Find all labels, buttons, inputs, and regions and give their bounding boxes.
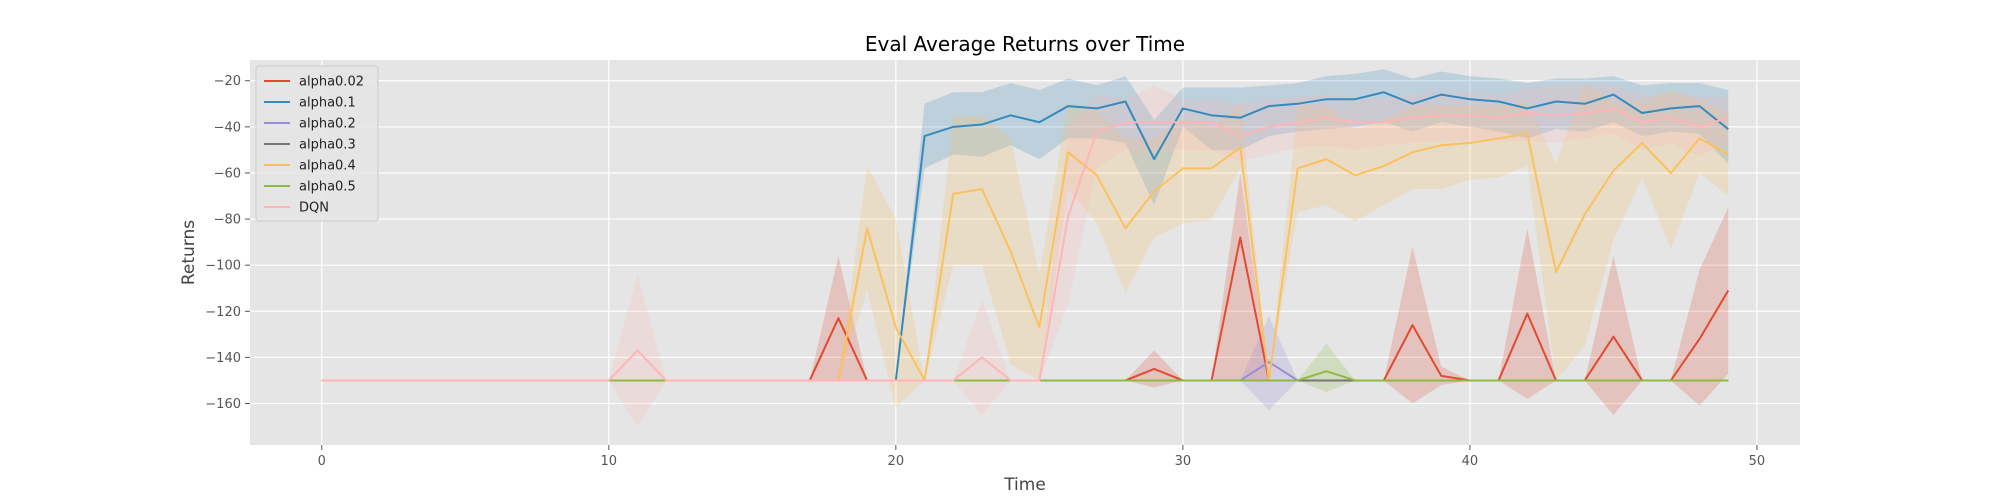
- x-tick-label: 50: [1749, 454, 1766, 469]
- grid: [250, 60, 1800, 445]
- legend-entry: alpha0.5: [299, 180, 356, 195]
- x-tick-label: 40: [1462, 454, 1479, 469]
- y-tick-label: −20: [214, 74, 241, 89]
- legend: alpha0.02 alpha0.1 alpha0.2 alpha0.3 alpha0.…: [255, 65, 379, 222]
- y-tick-label: −120: [205, 305, 241, 320]
- legend-entry: alpha0.2: [299, 117, 356, 132]
- legend-box: [255, 65, 379, 222]
- confidence-bands: [321, 69, 1729, 427]
- y-tick-label: −160: [205, 397, 241, 412]
- x-axis-label: Time: [1003, 475, 1046, 495]
- legend-entry: alpha0.3: [299, 138, 356, 153]
- legend-entry: DQN: [299, 201, 329, 216]
- legend-entry: alpha0.4: [299, 159, 356, 174]
- y-tick-label: −40: [214, 120, 241, 135]
- legend-entry: alpha0.02: [299, 75, 364, 90]
- y-axis-label: Returns: [179, 220, 199, 285]
- band-DQN: [321, 85, 1729, 427]
- series-line-alpha0-5: [321, 370, 1729, 382]
- band-alpha0-4: [321, 83, 1729, 409]
- series-line-alpha0-1: [321, 91, 1729, 382]
- y-axis-ticks: −160 −140 −120 −100 −80 −60 −40 −20: [205, 74, 250, 412]
- series-line-DQN: [321, 107, 1729, 382]
- x-tick-label: 0: [318, 454, 326, 469]
- x-axis-ticks: 0 10 20 30 40 50: [318, 445, 1766, 469]
- x-tick-label: 10: [601, 454, 618, 469]
- y-tick-label: −100: [205, 259, 241, 274]
- x-tick-label: 20: [888, 454, 905, 469]
- chart-title: Eval Average Returns over Time: [865, 32, 1185, 56]
- series-lines: [321, 91, 1730, 382]
- band-alpha0-1: [321, 69, 1729, 381]
- y-tick-label: −60: [214, 166, 241, 181]
- y-tick-label: −80: [214, 213, 241, 228]
- x-tick-label: 30: [1175, 454, 1192, 469]
- y-tick-label: −140: [205, 351, 241, 366]
- legend-entry: alpha0.1: [299, 96, 356, 111]
